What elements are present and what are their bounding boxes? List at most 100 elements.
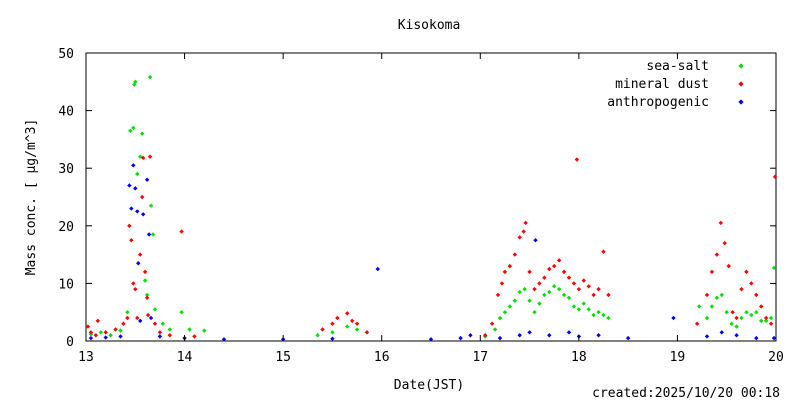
series-mineral-dust (85, 154, 778, 339)
x-tick-label: 17 (472, 350, 488, 365)
legend-label: anthropogenic (607, 95, 709, 110)
data-point (507, 263, 513, 269)
data-point (532, 286, 537, 292)
data-point (523, 220, 528, 226)
data-point (499, 281, 505, 286)
data-point (497, 315, 503, 321)
data-point (709, 269, 715, 275)
data-point (726, 263, 731, 269)
data-point (354, 321, 360, 326)
data-point (128, 128, 133, 133)
data-point (113, 327, 118, 332)
x-tick-label: 13 (78, 350, 94, 365)
data-point (724, 310, 729, 315)
data-point (131, 163, 136, 168)
data-point (146, 232, 152, 237)
x-tick-label: 19 (670, 350, 686, 365)
data-point (566, 330, 572, 335)
data-point (591, 312, 596, 318)
data-point (517, 235, 522, 240)
data-point (157, 334, 163, 339)
data-point (140, 155, 146, 161)
data-point (140, 212, 146, 217)
data-point (121, 321, 126, 326)
data-point (719, 330, 724, 335)
series-layer (85, 74, 778, 342)
data-point (148, 315, 154, 321)
data-point (754, 292, 759, 298)
data-point (138, 318, 143, 324)
data-point (157, 330, 163, 335)
data-point (771, 265, 777, 271)
data-point (167, 327, 172, 332)
data-point (93, 333, 99, 338)
data-point (734, 315, 739, 321)
data-point (502, 269, 508, 275)
data-point (586, 307, 591, 312)
data-point (606, 292, 611, 298)
series-anthropogenic (88, 163, 777, 342)
data-point (133, 286, 138, 292)
data-point (734, 324, 739, 329)
data-point (772, 174, 778, 180)
data-point (135, 209, 140, 214)
data-point (556, 286, 562, 292)
data-point (517, 289, 522, 295)
data-point (744, 269, 749, 275)
data-point (142, 269, 148, 275)
data-point (125, 315, 130, 321)
data-point (566, 275, 572, 280)
legend-label: mineral dust (615, 77, 709, 92)
data-point (88, 335, 94, 341)
legend-label: sea-salt (646, 59, 709, 74)
legend: sea-salt mineral dust anthropogenic (607, 59, 744, 110)
data-point (497, 335, 503, 341)
data-point (458, 335, 463, 341)
data-point (221, 337, 227, 342)
data-point (179, 229, 184, 234)
data-point (136, 261, 141, 266)
data-point (160, 321, 166, 326)
data-point (601, 249, 606, 254)
data-point (527, 330, 532, 335)
x-tick-label: 16 (374, 350, 390, 365)
data-point (522, 286, 527, 292)
data-point (694, 321, 700, 326)
data-point (139, 131, 145, 136)
data-point (571, 281, 577, 286)
data-point (527, 298, 532, 303)
data-point (556, 258, 562, 263)
data-point (709, 304, 715, 309)
data-point (118, 328, 123, 333)
data-point (537, 281, 542, 286)
data-point (729, 321, 734, 326)
y-tick-label: 20 (58, 220, 74, 235)
data-point (581, 301, 586, 306)
data-point (625, 335, 631, 341)
data-point (127, 223, 132, 228)
data-point (428, 337, 434, 342)
y-axis-label: Mass conc. [ μg/m^3] (24, 119, 39, 276)
data-point (749, 312, 754, 318)
legend-marker (738, 81, 744, 87)
data-point (542, 292, 547, 298)
data-point (576, 307, 582, 312)
y-tick-label: 10 (58, 277, 74, 292)
data-point (131, 281, 136, 286)
data-point (704, 315, 710, 321)
y-tick-label: 30 (58, 162, 74, 177)
data-point (483, 333, 488, 338)
x-tick-label: 20 (768, 350, 784, 365)
data-point (754, 310, 759, 315)
data-point (349, 318, 355, 324)
y-tick-label: 40 (58, 105, 74, 120)
data-point (127, 183, 132, 188)
data-point (144, 295, 150, 300)
data-point (375, 266, 380, 272)
data-point (85, 324, 91, 329)
data-point (142, 278, 148, 283)
data-point (532, 310, 537, 315)
y-tick-label: 0 (66, 335, 74, 350)
data-point (718, 220, 723, 226)
